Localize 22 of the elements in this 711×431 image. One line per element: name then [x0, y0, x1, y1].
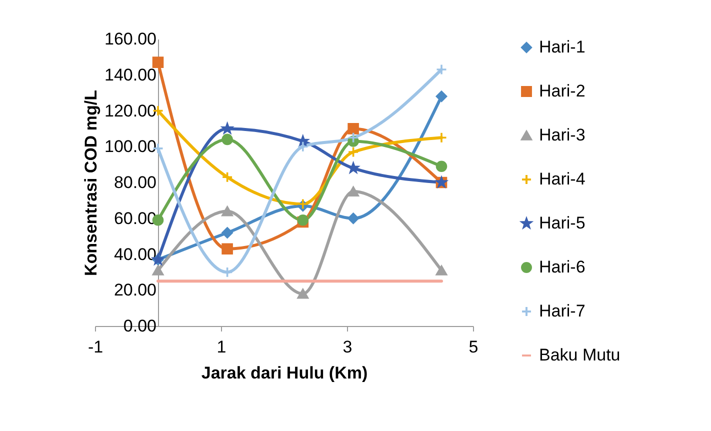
y-tick-label: 100.00	[104, 137, 156, 156]
y-tick-label: 120.00	[104, 101, 156, 120]
x-tick-label: 3	[342, 338, 352, 356]
legend-label: Hari-6	[539, 258, 586, 276]
legend-label: Baku Mutu	[539, 346, 620, 364]
y-tick-label: 0.00	[123, 316, 156, 336]
y-axis-title: Konsentrasi COD mg/L	[82, 90, 101, 276]
y-tick-label: 160.00	[104, 30, 156, 48]
legend-label: Hari-5	[539, 214, 586, 232]
legend-label: Hari-7	[539, 302, 586, 320]
x-tick-label: 1	[216, 338, 226, 356]
x-tick-label: -1	[88, 338, 104, 356]
y-tick-label: 40.00	[114, 244, 156, 264]
y-tick-label: 80.00	[114, 173, 156, 192]
x-axis-title: Jarak dari Hulu (Km)	[201, 364, 368, 382]
y-tick-label: 140.00	[104, 65, 156, 84]
legend-label: Hari-4	[539, 170, 586, 188]
legend-label: Hari-3	[539, 126, 586, 144]
legend-label: Hari-2	[539, 82, 586, 100]
x-tick-label: 5	[468, 338, 478, 356]
legend-label: Hari-1	[539, 38, 586, 56]
y-tick-label: 20.00	[114, 280, 156, 300]
